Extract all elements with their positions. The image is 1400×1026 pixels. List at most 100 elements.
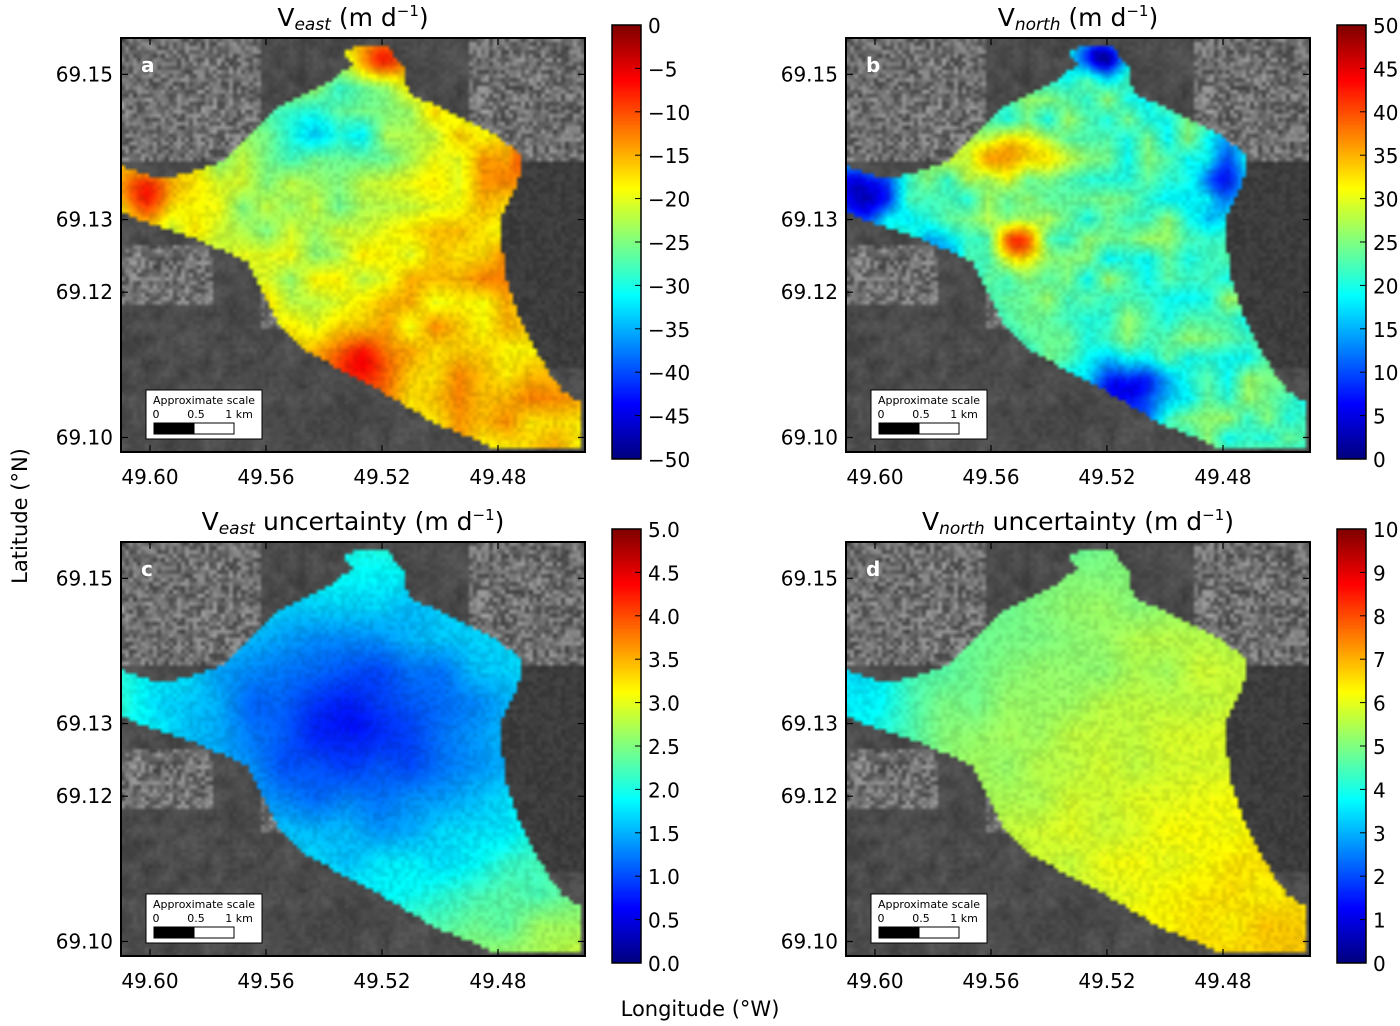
- heatmap-raster: [846, 542, 1310, 956]
- x-tick-label: 49.56: [962, 465, 1019, 489]
- x-tick-label: 49.60: [846, 969, 903, 993]
- colorbar-tick-label: 2: [1373, 865, 1386, 889]
- map-frame: [845, 37, 1311, 453]
- x-axis-label: Longitude (°W): [620, 997, 780, 1021]
- colorbar-tick-label: 35: [1373, 144, 1398, 168]
- colorbar-tick-label: 2.0: [648, 778, 680, 802]
- colorbar-tick-label: 5: [1373, 735, 1386, 759]
- colorbar-tick-label: 3: [1373, 822, 1386, 846]
- colorbar-tick-label: 4: [1373, 778, 1386, 802]
- map-frame: [845, 541, 1311, 957]
- panel-b: b 49.60 49.56 49.52 49.48 69.15 69.13 69.12 69.1…: [781, 14, 1399, 489]
- x-tick-label: 49.56: [237, 465, 294, 489]
- x-tick-label: 49.48: [1194, 969, 1251, 993]
- heatmap-raster: [846, 38, 1310, 452]
- colorbar-tick-label: 25: [1373, 231, 1398, 255]
- y-tick-label: 69.13: [781, 712, 838, 736]
- y-tick-label: 69.12: [56, 280, 113, 304]
- colorbar-tick-label: 0.0: [648, 952, 680, 976]
- x-tick-label: 49.48: [1194, 465, 1251, 489]
- panel-letter: d: [866, 557, 880, 581]
- panel-letter: a: [141, 53, 155, 77]
- colorbar-tick-label: 0: [648, 14, 661, 38]
- x-tick-label: 49.52: [353, 465, 410, 489]
- x-tick-label: 49.56: [237, 969, 294, 993]
- colorbar-tick-label: 5.0: [648, 518, 680, 542]
- y-tick-label: 69.10: [56, 929, 113, 953]
- scale-bar-black: [153, 926, 195, 939]
- panel-title: Veast uncertainty (m d−1): [201, 506, 505, 539]
- colorbar-tick-label: 0.5: [648, 909, 680, 933]
- y-tick-label: 69.15: [56, 62, 113, 86]
- colorbar-tick-label: 8: [1373, 605, 1386, 629]
- colorbar-tick-label: 0: [1373, 448, 1386, 472]
- map-frame: [120, 541, 586, 957]
- scale-bar-title: Approximate scale: [878, 394, 980, 407]
- scale-bar-white: [193, 422, 235, 435]
- scale-bar-label: 0: [153, 408, 160, 421]
- panel-letter: b: [866, 53, 880, 77]
- scale-bar-label: 1 km: [950, 912, 978, 925]
- y-tick-label: 69.15: [781, 566, 838, 590]
- x-tick-label: 49.48: [469, 465, 526, 489]
- scale-bar-black: [878, 926, 920, 939]
- colorbar-tick-label: −40: [648, 361, 690, 385]
- colorbar-tick-label: 3.0: [648, 692, 680, 716]
- colorbar-tick-label: 9: [1373, 561, 1386, 585]
- colorbar-tick-label: 6: [1373, 692, 1386, 716]
- y-tick-label: 69.12: [781, 280, 838, 304]
- map-frame: [120, 37, 586, 453]
- colorbar-tick-label: 3.5: [648, 648, 680, 672]
- colorbar-tick-label: −45: [648, 405, 690, 429]
- panel-a: a 49.60 49.56 49.52 49.48 69.15 69.13 69.12 69.1…: [56, 14, 690, 489]
- panel-title: Vnorth uncertainty (m d−1): [921, 506, 1235, 539]
- colorbar-tick-label: 10: [1373, 518, 1398, 542]
- colorbar-tick-label: 10: [1373, 361, 1398, 385]
- scale-bar-label: 0: [153, 912, 160, 925]
- scale-bar-black: [153, 422, 195, 435]
- panel-title: Vnorth (m d−1): [997, 2, 1159, 35]
- colorbar-tick-label: 4.0: [648, 605, 680, 629]
- y-tick-label: 69.12: [781, 784, 838, 808]
- y-tick-label: 69.10: [56, 425, 113, 449]
- scale-bar-label: 0.5: [187, 912, 205, 925]
- panel-letter: c: [141, 557, 153, 581]
- scale-bar-title: Approximate scale: [153, 394, 255, 407]
- scale-bar-white: [918, 422, 960, 435]
- y-tick-label: 69.13: [56, 208, 113, 232]
- panel-title: Veast (m d−1): [277, 2, 429, 35]
- y-tick-label: 69.10: [781, 425, 838, 449]
- colorbar-tick-label: −25: [648, 231, 690, 255]
- colorbar-tick-label: 15: [1373, 318, 1398, 342]
- y-tick-label: 69.15: [781, 62, 838, 86]
- colorbar-tick-label: 20: [1373, 274, 1398, 298]
- colorbar-tick-label: −20: [648, 188, 690, 212]
- scale-bar-label: 1 km: [950, 408, 978, 421]
- scale-bar-label: 1 km: [225, 408, 253, 421]
- colorbar-tick-label: 2.5: [648, 735, 680, 759]
- colorbar-tick-label: −5: [648, 57, 677, 81]
- y-tick-label: 69.12: [56, 784, 113, 808]
- scale-bar-black: [878, 422, 920, 435]
- scale-bar-label: 1 km: [225, 912, 253, 925]
- heatmap-raster: [121, 542, 585, 956]
- colorbar-tick-label: 1.5: [648, 822, 680, 846]
- x-tick-label: 49.60: [121, 969, 178, 993]
- panel-c: c 49.60 49.56 49.52 49.48 69.15 69.13 69.12 69.1…: [56, 518, 680, 993]
- x-tick-label: 49.52: [1078, 969, 1135, 993]
- scale-bar-label: 0.5: [912, 408, 930, 421]
- scale-bar-label: 0: [878, 912, 885, 925]
- x-tick-label: 49.48: [469, 969, 526, 993]
- scale-bar-white: [193, 926, 235, 939]
- colorbar-tick-label: 1.0: [648, 865, 680, 889]
- heatmap-raster: [121, 38, 585, 452]
- scale-bar-label: 0.5: [187, 408, 205, 421]
- x-tick-label: 49.60: [846, 465, 903, 489]
- colorbar-tick-label: −30: [648, 274, 690, 298]
- y-tick-label: 69.13: [781, 208, 838, 232]
